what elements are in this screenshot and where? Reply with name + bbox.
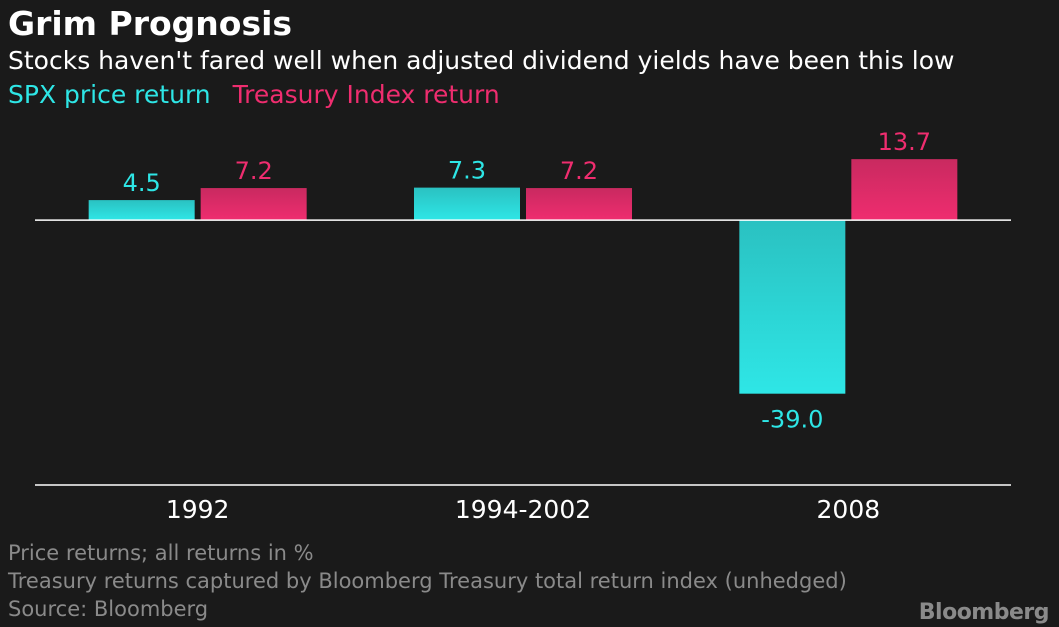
data-label-spx-2: -39.0 — [761, 406, 823, 434]
bar-spx-2 — [739, 220, 846, 394]
x-tick-label-0: 1992 — [166, 495, 230, 524]
footnote-source: Source: Bloomberg — [8, 597, 209, 621]
bar-spx-0 — [88, 200, 195, 221]
data-label-spx-1: 7.3 — [448, 157, 486, 185]
bar-treasury-1 — [526, 188, 632, 221]
chart-title: Grim Prognosis — [8, 4, 293, 43]
data-label-spx-0: 4.5 — [123, 169, 161, 197]
legend: SPX price return Treasury Index return — [8, 80, 514, 109]
bloomberg-logo: Bloomberg — [918, 600, 1050, 625]
data-label-treasury-0: 7.2 — [235, 157, 273, 185]
footnote-treasury: Treasury returns captured by Bloomberg T… — [8, 569, 847, 593]
chart-subtitle: Stocks haven't fared well when adjusted … — [8, 46, 955, 75]
data-label-treasury-1: 7.2 — [560, 157, 598, 185]
bar-spx-1 — [414, 187, 520, 221]
legend-item-treasury: Treasury Index return — [232, 80, 500, 109]
legend-item-spx: SPX price return — [8, 80, 211, 109]
x-tick-label-1: 1994-2002 — [455, 495, 591, 524]
x-tick-label-2: 2008 — [817, 495, 881, 524]
bar-treasury-0 — [200, 188, 307, 221]
bar-chart: 4.5 7.2 1992 7.3 7.2 1994-2002 -39.0 13.7 2008 — [35, 128, 1011, 524]
bar-treasury-2 — [851, 159, 958, 221]
footnote-returns: Price returns; all returns in % — [8, 541, 314, 565]
data-label-treasury-2: 13.7 — [878, 128, 931, 156]
